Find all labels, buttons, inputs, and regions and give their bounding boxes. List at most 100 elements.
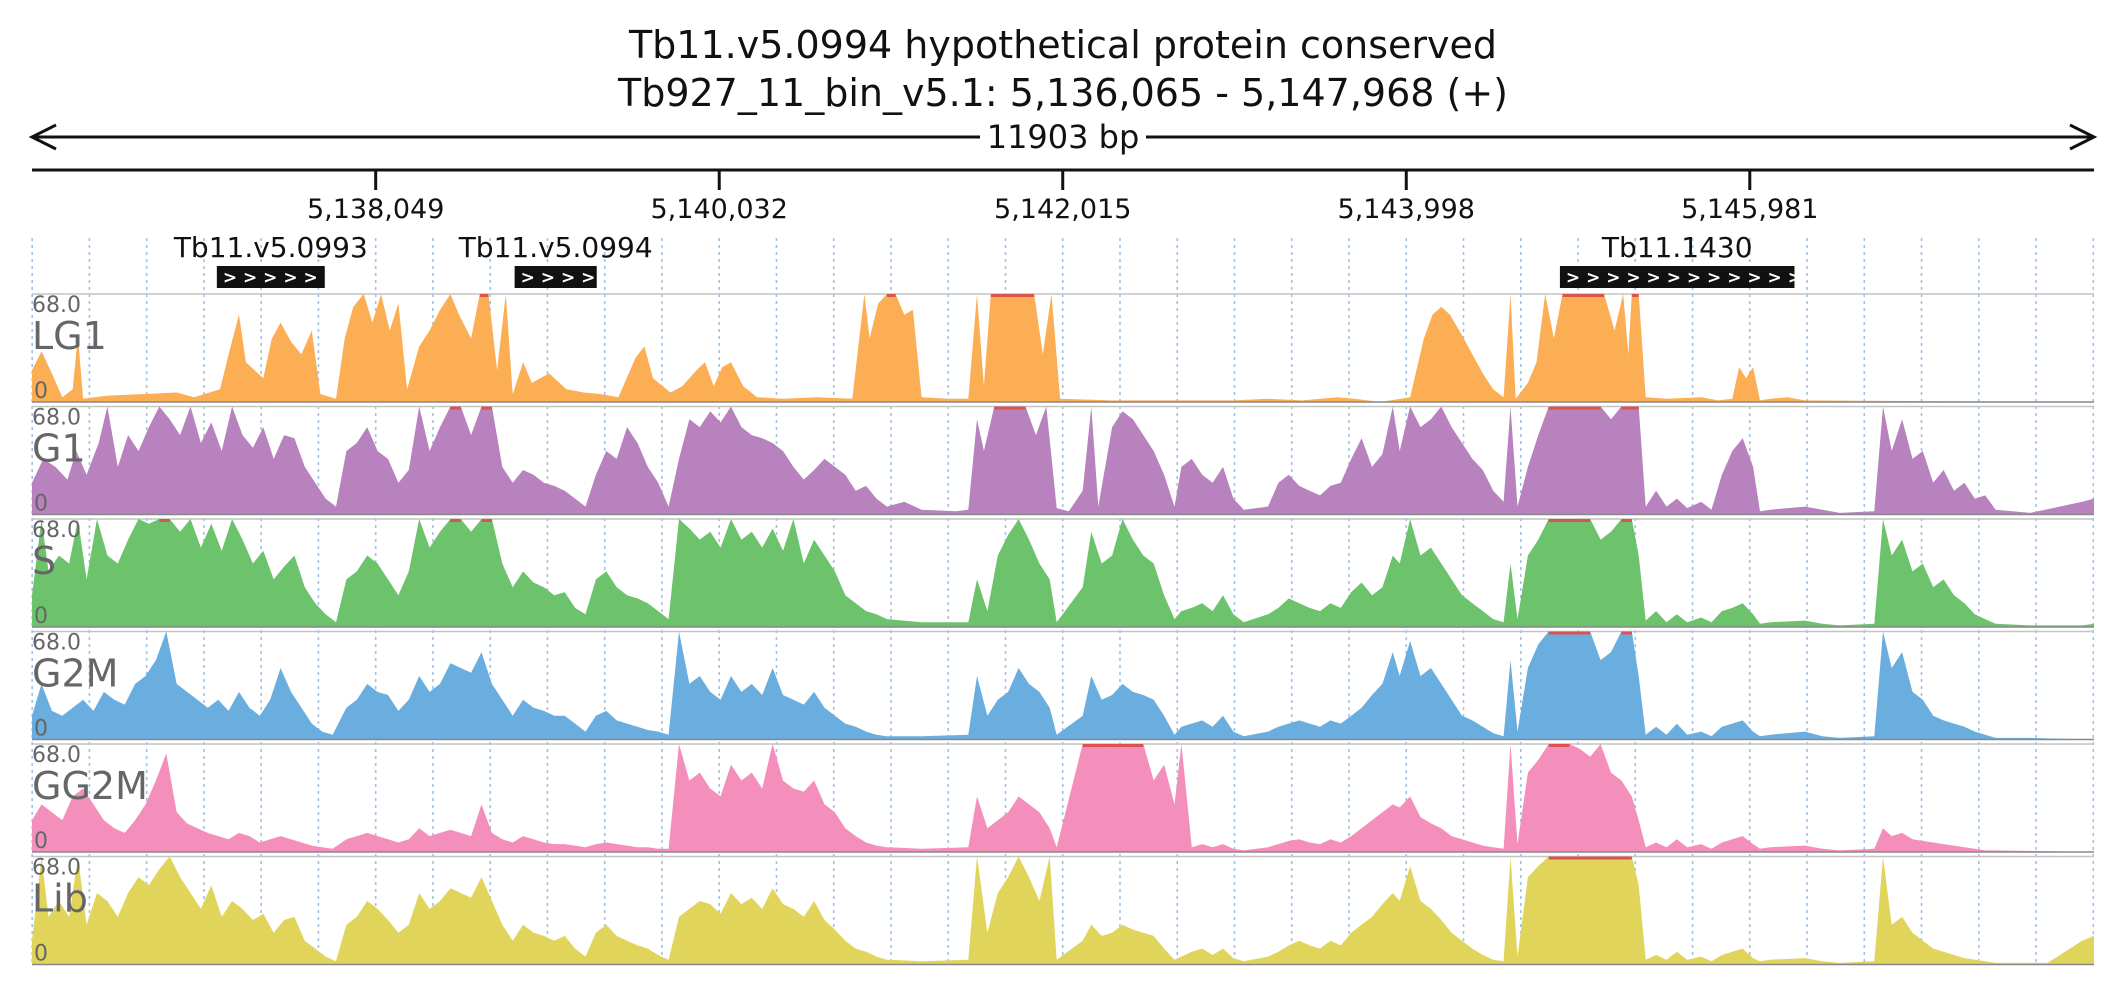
span-label: 11903 bp (987, 118, 1140, 156)
gene-body[interactable] (216, 266, 325, 288)
clip-marker (1015, 406, 1026, 410)
clip-marker (1569, 856, 1580, 860)
clip-marker (1562, 294, 1573, 297)
track-ymin-label: 0 (34, 379, 48, 404)
clip-marker (481, 406, 492, 410)
strand-arrows: > > > > > > (223, 268, 338, 288)
clip-marker (1548, 744, 1560, 747)
gene-label: Tb11.v5.0993 (173, 231, 368, 264)
clip-marker (1091, 744, 1102, 747)
clip-marker (994, 406, 1005, 410)
track-name-label: Lib (32, 877, 88, 921)
ruler-tick-label: 5,142,015 (994, 194, 1131, 225)
track-ymax-label: 68.0 (32, 631, 81, 656)
track-gg2m: 68.0 0 GG2M (32, 743, 2094, 854)
clip-marker (1112, 744, 1123, 747)
ruler-tick-label: 5,138,049 (307, 194, 444, 225)
clip-marker (1008, 294, 1017, 297)
ruler-tick-label: 5,143,998 (1338, 194, 1475, 225)
track-name-label: LG1 (32, 314, 107, 358)
track-ymax-label: 68.0 (32, 743, 81, 768)
clip-marker (1548, 519, 1560, 522)
clip-marker (1548, 406, 1560, 410)
track-ymax-label: 68.0 (32, 856, 81, 881)
clip-marker (1132, 744, 1144, 747)
track-ymin-label: 0 (34, 717, 48, 742)
clip-marker (1122, 744, 1133, 747)
clip-marker (1579, 631, 1591, 635)
coverage-area (32, 519, 2094, 627)
clip-marker (1621, 406, 1632, 410)
track-ymax-label: 68.0 (32, 518, 81, 543)
gene-tb11-v5-0993[interactable]: > > > > > > Tb11.v5.0993 (173, 231, 368, 288)
clip-marker (1016, 294, 1026, 297)
clip-marker (1593, 294, 1605, 297)
coverage-area (32, 406, 2094, 515)
track-ymin-label: 0 (34, 829, 48, 854)
span-arrowhead-left (28, 123, 57, 151)
clip-marker (1621, 856, 1632, 860)
coverage-area (32, 294, 2094, 402)
track-name-label: GG2M (32, 764, 148, 808)
clip-marker (1621, 519, 1632, 522)
clip-marker (159, 519, 170, 522)
clip-marker (1569, 519, 1580, 522)
strand-arrows: > > > > (521, 268, 596, 288)
clip-marker (1621, 631, 1632, 635)
coverage-area (32, 744, 2094, 852)
clip-marker (1569, 406, 1580, 410)
track-ymin-label: 0 (34, 942, 48, 967)
clip-marker (1579, 856, 1591, 860)
gene-label: Tb11.1430 (1601, 231, 1753, 264)
track-s: 68.0 0 S (32, 518, 2094, 629)
clip-marker (1569, 631, 1580, 635)
chart-subtitle: Tb927_11_bin_v5.1: 5,136,065 - 5,147,968… (617, 71, 1508, 115)
clip-marker (1101, 744, 1113, 747)
span-arrow: 11903 bp (28, 118, 2098, 156)
ruler-tick-label: 5,140,032 (651, 194, 788, 225)
gene-tb11-1430[interactable]: > > > > > > > > > > > > > > Tb11.1430 (1559, 231, 1842, 288)
clip-marker (481, 519, 492, 522)
clip-marker (1583, 294, 1594, 297)
track-lib: 68.0 0 Lib (32, 856, 2094, 967)
coverage-area (32, 856, 2094, 965)
coverage-tracks: 68.00LG168.00G168.00S68.00G2M68.00GG2M68… (32, 293, 2094, 967)
ruler-tick-label: 5,145,981 (1681, 194, 1818, 225)
clip-marker (1579, 406, 1591, 410)
clip-marker (479, 294, 489, 297)
chart-title: Tb11.v5.0994 hypothetical protein conser… (628, 23, 1497, 67)
track-g2m: 68.0 0 G2M (32, 631, 2094, 742)
track-ymin-label: 0 (34, 492, 48, 517)
clip-marker (1025, 294, 1035, 297)
clip-marker (1559, 856, 1570, 860)
clip-marker (886, 294, 896, 297)
span-arrowhead-right (2069, 123, 2098, 151)
gene-body[interactable] (1559, 266, 1795, 288)
strand-arrows: > > > > > > > > > > > > > > (1566, 268, 1842, 288)
track-name-label: G1 (32, 427, 86, 471)
track-ymax-label: 68.0 (32, 406, 81, 431)
clip-marker (1559, 519, 1570, 522)
track-ymax-label: 68.0 (32, 293, 81, 318)
clip-marker (1590, 856, 1601, 860)
clip-marker (999, 294, 1009, 297)
clip-marker (1559, 744, 1570, 747)
clip-marker (1611, 856, 1622, 860)
clip-marker (1600, 856, 1612, 860)
track-ymin-label: 0 (34, 604, 48, 629)
gene-body[interactable] (514, 266, 597, 288)
clip-marker (1004, 406, 1016, 410)
clip-marker (450, 519, 461, 522)
clip-marker (1548, 631, 1560, 635)
clip-marker (1572, 294, 1584, 297)
clip-marker (1559, 631, 1570, 635)
track-lg1: 68.0 0 LG1 (32, 293, 2094, 404)
clip-marker (1579, 519, 1591, 522)
clip-marker (1590, 406, 1601, 410)
clip-marker (1548, 856, 1560, 860)
clip-marker (1082, 744, 1092, 747)
gene-tb11-v5-0994[interactable]: > > > > Tb11.v5.0994 (458, 231, 653, 288)
clip-marker (1631, 294, 1639, 297)
